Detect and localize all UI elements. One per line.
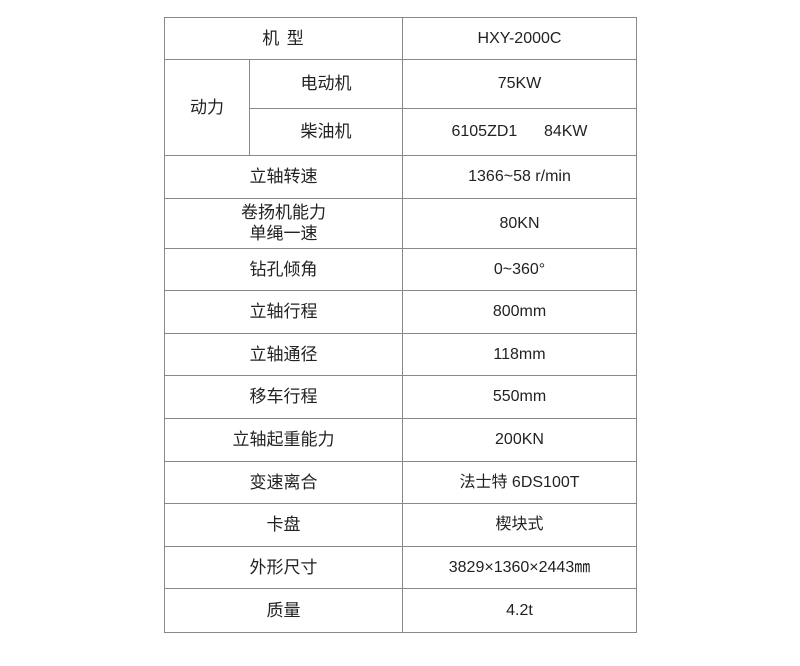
- row-label: 立轴行程: [164, 290, 403, 334]
- row-label: 立轴起重能力: [164, 418, 403, 462]
- table-row: 立轴通径 118mm: [164, 333, 637, 376]
- model-label: 机 型: [164, 17, 403, 60]
- table-row: 外形尺寸 3829×1360×2443㎜: [164, 546, 637, 589]
- row-label: 质量: [164, 588, 403, 633]
- table-row: 卷扬机能力 单绳一速 80KN: [164, 198, 637, 249]
- row-value: 200KN: [402, 418, 637, 462]
- diesel-value: 6105ZD1 84KW: [402, 108, 637, 156]
- model-value: HXY-2000C: [402, 17, 637, 60]
- row-label: 变速离合: [164, 461, 403, 504]
- row-value: 550mm: [402, 375, 637, 419]
- row-value: 1366~58 r/min: [402, 155, 637, 199]
- table-row: 质量 4.2t: [164, 588, 637, 633]
- table-row: 变速离合 法士特 6DS100T: [164, 461, 637, 504]
- row-value: 0~360°: [402, 248, 637, 291]
- row-value: 法士特 6DS100T: [402, 461, 637, 504]
- spec-table: 机 型 HXY-2000C 动力 电动机 75KW 柴油机 6105ZD1 84…: [164, 17, 637, 633]
- row-label: 立轴通径: [164, 333, 403, 376]
- table-row: 移车行程 550mm: [164, 375, 637, 419]
- row-value: 800mm: [402, 290, 637, 334]
- table-row: 卡盘 楔块式: [164, 503, 637, 547]
- diesel-label: 柴油机: [249, 108, 403, 156]
- table-row: 立轴起重能力 200KN: [164, 418, 637, 462]
- row-label: 钻孔倾角: [164, 248, 403, 291]
- row-label: 外形尺寸: [164, 546, 403, 589]
- table-row: 立轴转速 1366~58 r/min: [164, 155, 637, 199]
- motor-value: 75KW: [402, 59, 637, 109]
- row-label: 卷扬机能力 单绳一速: [164, 198, 403, 249]
- row-label: 移车行程: [164, 375, 403, 419]
- row-value: 80KN: [402, 198, 637, 249]
- row-label: 卡盘: [164, 503, 403, 547]
- winch-label-line1: 卷扬机能力: [241, 202, 326, 223]
- winch-label-line2: 单绳一速: [249, 223, 318, 244]
- motor-label: 电动机: [249, 59, 403, 109]
- row-value: 3829×1360×2443㎜: [402, 546, 637, 589]
- row-value: 4.2t: [402, 588, 637, 633]
- table-row: 柴油机 6105ZD1 84KW: [165, 108, 637, 156]
- table-row: 机 型 HXY-2000C: [164, 17, 637, 60]
- row-label: 立轴转速: [164, 155, 403, 199]
- table-row: 立轴行程 800mm: [164, 290, 637, 334]
- table-row: 动力 电动机 75KW: [164, 59, 637, 156]
- row-value: 楔块式: [402, 503, 637, 547]
- power-label: 动力: [164, 59, 250, 156]
- row-value: 118mm: [402, 333, 637, 376]
- table-row: 钻孔倾角 0~360°: [164, 248, 637, 291]
